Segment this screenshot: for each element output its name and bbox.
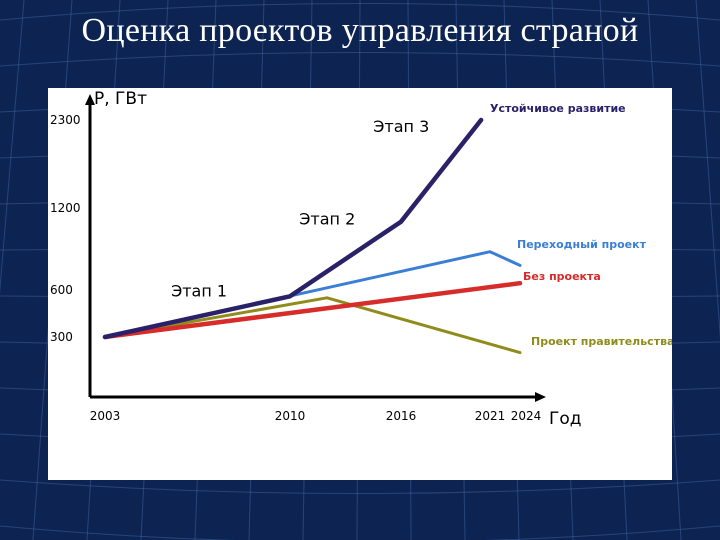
y-tick-label: 600 — [50, 283, 73, 297]
x-tick-label: 2010 — [275, 409, 306, 423]
grid-line-vertical — [695, 0, 720, 340]
y-axis-arrow — [85, 94, 95, 105]
grid-line-horizontal — [0, 525, 720, 540]
line-chart: 300 600 1200 2300 2003 2010 2016 2021 2024 P, ГВт… — [50, 89, 672, 429]
y-axis-title: P, ГВт — [94, 89, 147, 109]
grid-line-horizontal — [0, 52, 720, 67]
y-tick-label: 1200 — [50, 201, 81, 215]
stage-label: Этап 2 — [299, 209, 355, 228]
x-tick-label: 2016 — [386, 409, 417, 423]
stage-label: Этап 1 — [171, 281, 227, 300]
slide-title: Оценка проектов управления страной — [81, 12, 639, 49]
series-line — [102, 280, 523, 340]
x-tick-label: 2024 — [511, 409, 542, 423]
y-tick-label: 2300 — [50, 113, 81, 127]
grid-line-vertical — [0, 0, 25, 295]
stage-label: Этап 3 — [373, 117, 429, 136]
y-tick-label: 300 — [50, 330, 73, 344]
series-label: Проект правительства — [531, 335, 672, 348]
series-label: Устойчивое развитие — [490, 102, 626, 115]
chart-panel: 300 600 1200 2300 2003 2010 2016 2021 2024 P, ГВт… — [48, 88, 672, 480]
series-label: Без проекта — [523, 270, 601, 283]
series-line — [103, 296, 522, 355]
grid-line-horizontal — [0, 479, 720, 494]
x-tick-label: 2021 — [475, 409, 506, 423]
series-line — [102, 117, 484, 340]
x-axis-arrow — [535, 392, 546, 402]
x-tick-label: 2003 — [90, 409, 121, 423]
grid-line-horizontal — [0, 3, 720, 21]
series-label: Переходный проект — [517, 238, 647, 251]
x-axis-title: Год — [549, 409, 582, 429]
